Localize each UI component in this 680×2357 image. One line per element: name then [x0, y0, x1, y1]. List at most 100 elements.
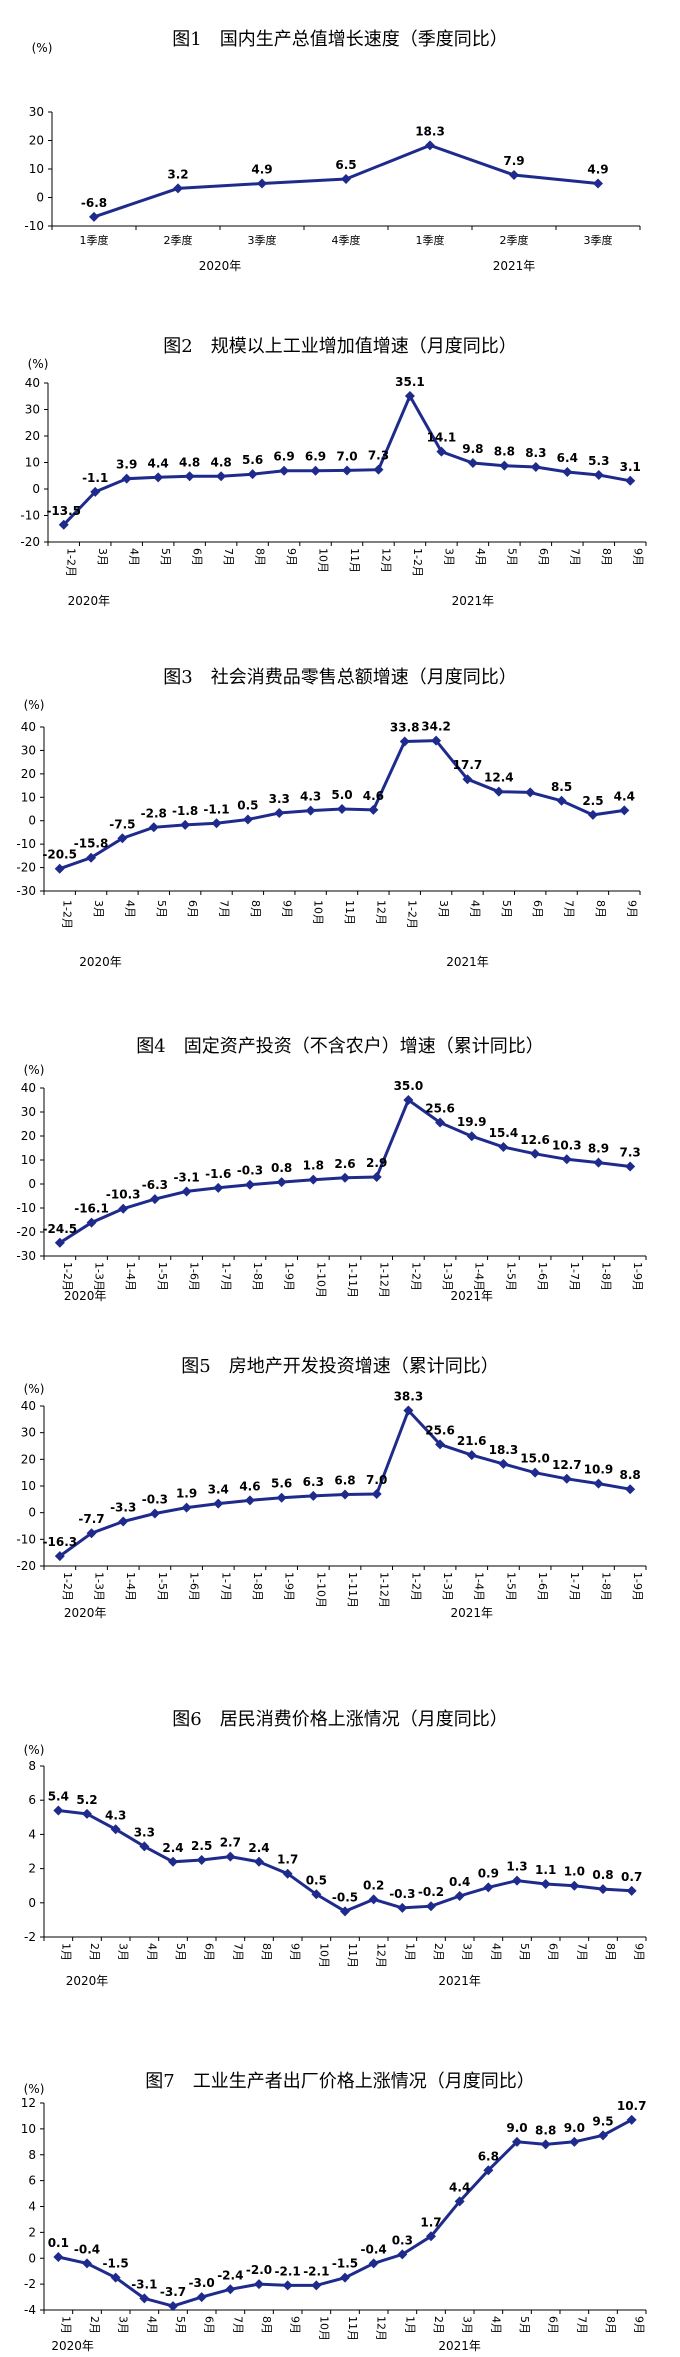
- x-tick-label: 4月: [145, 1943, 158, 1961]
- x-tick-label: 1-10月: [314, 1262, 327, 1298]
- x-tick-label: 6月: [191, 548, 204, 566]
- year-label: 2021年: [438, 2339, 481, 2353]
- x-tick-label: 9月: [285, 548, 298, 566]
- x-tick-label: 1-3月: [441, 1262, 454, 1291]
- data-point: [373, 464, 384, 475]
- chart-title: 图4 固定资产投资（不含农户）增速（累计同比）: [136, 1036, 543, 1057]
- x-tick-label: 3月: [442, 548, 455, 566]
- y-tick-label: 0: [32, 482, 40, 496]
- data-label: 17.7: [453, 758, 483, 772]
- data-point: [431, 735, 442, 746]
- data-label: -7.7: [78, 1512, 104, 1526]
- data-point: [308, 1490, 319, 1501]
- data-label: 5.4: [48, 1789, 69, 1803]
- x-tick-label: 1季度: [80, 233, 109, 247]
- data-label: 0.3: [392, 2233, 413, 2247]
- data-point: [282, 2280, 293, 2291]
- data-label: 4.3: [105, 1808, 126, 1822]
- data-label: 4.8: [210, 455, 231, 469]
- x-tick-label: 1-6月: [536, 1572, 549, 1601]
- chart-title: 图6 居民消费价格上涨情况（月度同比）: [172, 1709, 507, 1730]
- data-point: [337, 804, 347, 814]
- data-label: 0.8: [592, 1868, 613, 1882]
- y-tick-label: 40: [21, 1081, 36, 1095]
- data-point: [54, 1237, 65, 1248]
- x-tick-label: 1-8月: [599, 1572, 612, 1601]
- x-tick-label: 3月: [437, 900, 450, 918]
- data-label: -3.0: [189, 2276, 215, 2290]
- x-tick-label: 1-10月: [314, 1572, 327, 1608]
- x-tick-label: 2月: [432, 2316, 445, 2334]
- data-point: [426, 2231, 436, 2242]
- data-label: 38.3: [394, 1390, 424, 1404]
- x-tick-label: 2月: [432, 1943, 445, 1961]
- data-label: -1.8: [172, 804, 198, 818]
- data-label: 35.1: [395, 375, 425, 389]
- data-label: 7.0: [366, 1473, 387, 1487]
- x-tick-label: 5月: [155, 900, 168, 918]
- y-tick-label: 10: [21, 790, 36, 804]
- data-point: [498, 1142, 509, 1153]
- data-label: 7.0: [336, 449, 357, 463]
- data-point: [569, 1880, 580, 1891]
- x-tick-label: 9月: [631, 548, 644, 566]
- data-point: [244, 1495, 255, 1506]
- x-tick-label: 4月: [474, 548, 487, 566]
- data-point: [117, 833, 128, 844]
- x-tick-label: 8月: [594, 900, 607, 918]
- data-point: [153, 472, 164, 483]
- data-label: 4.4: [148, 456, 169, 470]
- x-tick-label: 5月: [174, 1943, 187, 1961]
- data-point: [530, 1148, 541, 1159]
- data-point: [311, 1889, 322, 1900]
- x-tick-label: 7月: [218, 900, 231, 918]
- data-label: 6.9: [305, 450, 326, 464]
- x-tick-label: 6月: [547, 2316, 560, 2334]
- data-label: 12.7: [552, 1458, 582, 1472]
- data-label: 5.6: [242, 453, 263, 467]
- x-tick-label: 9月: [633, 2316, 646, 2334]
- data-point: [340, 1489, 350, 1500]
- data-point: [562, 467, 573, 478]
- year-label: 2020年: [199, 259, 242, 273]
- x-tick-label: 1-12月: [378, 1262, 391, 1298]
- x-tick-label: 8月: [249, 900, 262, 918]
- x-tick-label: 1-11月: [346, 1572, 359, 1608]
- y-unit-label: (%): [32, 41, 53, 55]
- data-point: [254, 2279, 264, 2290]
- x-tick-label: 4月: [145, 2316, 158, 2334]
- data-label: -15.8: [74, 837, 109, 851]
- y-tick-label: -30: [16, 884, 36, 898]
- data-label: 6.3: [303, 1475, 324, 1489]
- y-tick-label: -10: [16, 837, 36, 851]
- x-tick-label: 1-2月: [61, 900, 74, 929]
- data-label: -24.5: [43, 1222, 78, 1236]
- data-label: 34.2: [421, 720, 451, 734]
- y-tick-label: -10: [16, 1201, 36, 1215]
- x-tick-label: 11月: [348, 548, 361, 573]
- x-tick-label: 1-6月: [188, 1262, 201, 1291]
- x-tick-label: 12月: [375, 2316, 388, 2341]
- data-point: [625, 1484, 636, 1495]
- y-tick-label: -20: [16, 1225, 36, 1239]
- data-point: [593, 469, 604, 480]
- y-tick-label: 10: [29, 162, 44, 176]
- data-label: 3.1: [620, 460, 641, 474]
- data-point: [82, 2258, 92, 2269]
- y-tick-label: 8: [28, 1759, 36, 1773]
- x-tick-label: 1-4月: [124, 1262, 137, 1291]
- data-point: [512, 1875, 522, 1886]
- x-tick-label: 4月: [128, 548, 141, 566]
- chart-6: 图6 居民消费价格上涨情况（月度同比） (%) -2 0 2 4 6 8 1月 2月 3月 4月 5月 6…: [24, 1709, 647, 1988]
- y-tick-label: -10: [20, 509, 40, 523]
- y-tick-label: 10: [21, 1479, 36, 1493]
- data-point: [110, 1824, 121, 1835]
- y-tick-label: 30: [25, 403, 40, 417]
- x-tick-label: 8月: [260, 2316, 273, 2334]
- x-tick-label: 1月: [59, 2316, 72, 2334]
- data-label: 7.3: [620, 1145, 641, 1159]
- data-label: 25.6: [425, 1102, 455, 1116]
- y-tick-label: 10: [25, 456, 40, 470]
- y-tick-label: -20: [20, 535, 40, 549]
- y-tick-label: 2: [28, 2225, 36, 2239]
